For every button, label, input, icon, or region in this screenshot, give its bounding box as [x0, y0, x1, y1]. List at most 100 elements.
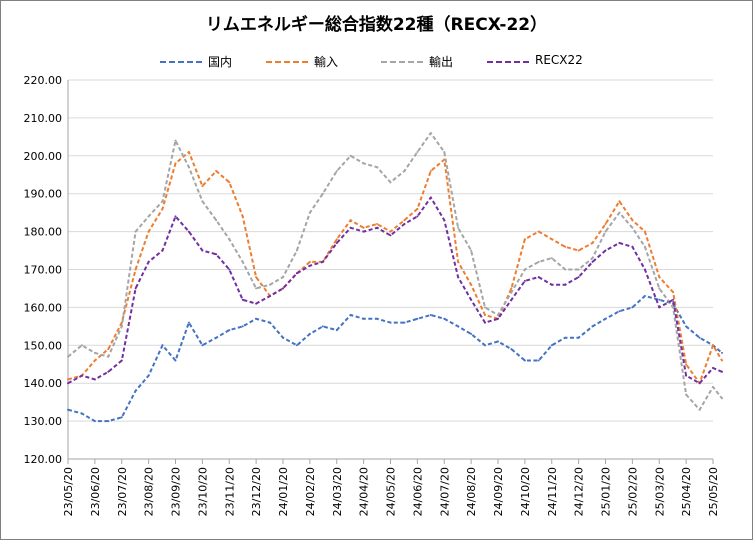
data-point-RECX22 [497, 317, 499, 320]
data-point-RECX22 [484, 321, 486, 324]
x-tick-label: 24/12/20 [573, 467, 586, 516]
data-point-輸入 [631, 219, 634, 222]
data-point-輸入 [215, 170, 218, 172]
data-point-輸入 [134, 268, 137, 271]
data-point-輸入 [349, 219, 352, 222]
data-point-輸出 [443, 151, 446, 153]
data-point-輸入 [228, 181, 231, 184]
data-point-国内 [161, 344, 164, 347]
data-point-輸出 [403, 170, 406, 172]
x-tick-label: 25/02/20 [626, 467, 639, 516]
data-point-RECX22 [470, 298, 473, 301]
data-point-輸入 [658, 276, 661, 279]
data-point-国内 [134, 389, 137, 392]
data-point-輸出 [161, 200, 164, 203]
data-point-RECX22 [161, 249, 164, 252]
data-point-輸出 [618, 211, 621, 214]
data-point-輸入 [550, 238, 553, 241]
data-point-国内 [416, 317, 419, 320]
data-point-国内 [721, 351, 723, 354]
data-point-国内 [321, 325, 324, 328]
data-point-RECX22 [564, 283, 567, 286]
data-point-輸入 [685, 363, 688, 366]
x-tick-label: 23/08/20 [143, 467, 156, 516]
legend-swatch-domestic [160, 61, 202, 63]
data-point-RECX22 [282, 287, 284, 290]
x-tick-label: 23/07/20 [116, 467, 129, 516]
data-point-輸出 [282, 276, 284, 279]
x-tick-label: 24/11/20 [546, 467, 559, 516]
x-tick-label: 24/09/20 [492, 467, 505, 516]
data-point-輸出 [604, 230, 607, 233]
data-point-輸入 [201, 185, 204, 188]
data-point-輸入 [457, 260, 460, 263]
data-point-国内 [201, 344, 204, 347]
data-point-国内 [93, 420, 96, 423]
x-tick-label: 23/05/20 [62, 467, 75, 516]
data-point-輸入 [308, 260, 311, 263]
data-point-RECX22 [187, 230, 190, 233]
data-point-輸出 [201, 200, 204, 203]
data-point-RECX22 [591, 260, 594, 263]
x-tick-label: 24/03/20 [331, 467, 344, 516]
y-tick-label: 200.00 [24, 150, 63, 163]
data-point-輸出 [712, 386, 714, 388]
data-point-輸入 [484, 314, 486, 316]
data-point-輸出 [93, 351, 96, 354]
x-tick-label: 24/07/20 [438, 467, 451, 516]
data-point-輸入 [93, 359, 96, 362]
data-point-輸入 [174, 162, 177, 165]
data-point-国内 [376, 317, 379, 320]
data-point-国内 [510, 348, 513, 351]
data-point-国内 [658, 298, 661, 301]
x-tick-label: 24/10/20 [519, 467, 532, 516]
data-point-国内 [604, 317, 607, 320]
series-line-国内 [67, 295, 723, 423]
x-tick-label: 24/06/20 [411, 467, 424, 516]
data-point-輸入 [591, 242, 594, 244]
data-point-国内 [591, 325, 594, 328]
x-tick-label: 23/11/20 [223, 467, 236, 516]
data-point-国内 [618, 310, 621, 313]
data-point-国内 [537, 359, 540, 362]
data-point-輸出 [321, 192, 324, 195]
data-point-輸入 [537, 230, 540, 233]
data-point-RECX22 [147, 260, 150, 263]
x-tick-label: 24/02/20 [304, 467, 317, 516]
legend-label-import: 輸入 [314, 55, 339, 69]
data-point-輸出 [457, 226, 460, 229]
y-tick-label: 220.00 [24, 74, 63, 87]
data-point-RECX22 [672, 298, 675, 301]
data-point-輸出 [174, 139, 177, 142]
data-point-国内 [631, 306, 634, 309]
data-point-国内 [497, 340, 499, 343]
data-point-輸入 [564, 245, 567, 248]
legend-swatch-export [381, 61, 423, 63]
data-point-輸入 [107, 348, 110, 351]
y-tick-label: 140.00 [24, 377, 63, 390]
legend-swatch-import [266, 61, 308, 63]
data-point-RECX22 [429, 196, 432, 199]
data-point-輸入 [618, 200, 621, 203]
data-point-国内 [228, 329, 231, 332]
data-point-国内 [564, 336, 567, 339]
data-point-国内 [80, 412, 83, 415]
data-point-輸入 [416, 207, 419, 210]
data-point-輸出 [591, 257, 594, 260]
data-point-RECX22 [523, 279, 526, 282]
series-line-輸出 [67, 132, 723, 411]
data-point-輸出 [658, 287, 661, 290]
x-tick-label: 23/09/20 [170, 467, 183, 516]
x-tick-label: 24/05/20 [385, 467, 398, 516]
y-tick-label: 190.00 [24, 188, 63, 201]
x-tick-label: 24/01/20 [277, 467, 290, 516]
data-point-輸出 [362, 162, 365, 165]
y-tick-label: 210.00 [24, 112, 63, 125]
data-point-RECX22 [295, 272, 298, 275]
data-point-RECX22 [201, 249, 204, 252]
data-point-RECX22 [550, 283, 553, 286]
data-point-輸入 [403, 219, 406, 222]
data-point-輸出 [255, 287, 258, 290]
data-point-RECX22 [120, 359, 123, 362]
data-point-国内 [174, 359, 177, 362]
